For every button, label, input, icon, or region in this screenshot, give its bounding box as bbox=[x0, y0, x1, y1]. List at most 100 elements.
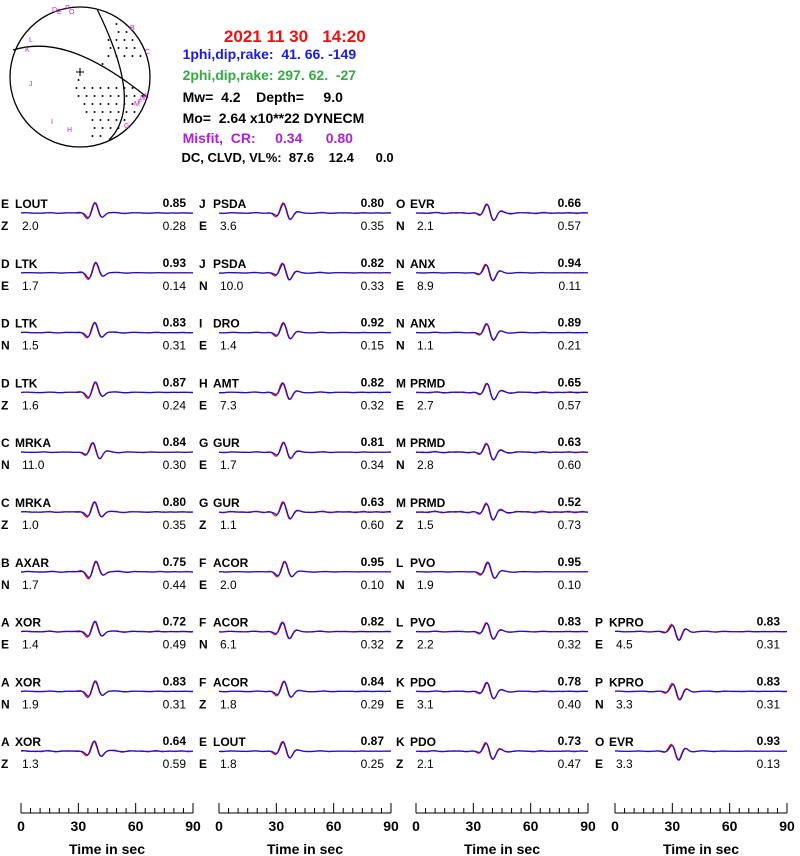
tick-label: 60 bbox=[326, 818, 342, 834]
station-label: I bbox=[51, 119, 53, 126]
station-label: C bbox=[145, 49, 150, 56]
tick-label: 0 bbox=[611, 818, 619, 834]
trace-panel: A XOR 0.72 E 1.4 0.49 bbox=[1, 615, 194, 652]
station-name: MRKA bbox=[15, 496, 51, 510]
station-name: PVO bbox=[410, 556, 435, 570]
station-index-letter: M bbox=[396, 496, 406, 510]
trace-panel: B AXAR 0.75 N 1.7 0.44 bbox=[1, 555, 194, 592]
correlation-value: 0.83 bbox=[163, 316, 187, 330]
component-label: E bbox=[595, 638, 603, 652]
variance-value: 0.21 bbox=[558, 339, 582, 353]
station-index-letter: F bbox=[199, 556, 206, 570]
variance-value: 0.44 bbox=[163, 578, 187, 592]
synthetic-trace bbox=[21, 501, 193, 518]
dot bbox=[77, 95, 80, 97]
station-index-letter: L bbox=[396, 556, 403, 570]
time-shift-value: 11.0 bbox=[22, 458, 45, 472]
dot bbox=[107, 39, 110, 41]
time-shift-value: 1.7 bbox=[22, 578, 39, 592]
time-shift-value: 1.1 bbox=[220, 518, 237, 532]
station-name: ACOR bbox=[213, 556, 249, 570]
station-index-letter: K bbox=[396, 675, 405, 689]
tick-label: 30 bbox=[665, 818, 681, 834]
variance-value: 0.13 bbox=[757, 757, 781, 771]
station-name: GUR bbox=[213, 436, 240, 450]
variance-value: 0.33 bbox=[361, 279, 385, 293]
synthetic-trace bbox=[416, 264, 588, 282]
magnitude-line: Mw= 4.2 Depth= 9.0 bbox=[182, 89, 343, 105]
tick-label: 60 bbox=[128, 818, 144, 834]
variance-value: 0.31 bbox=[757, 638, 781, 652]
component-label: Z bbox=[199, 697, 206, 711]
variance-value: 0.32 bbox=[558, 638, 582, 652]
axis-label: Time in sec bbox=[464, 841, 540, 856]
dot bbox=[101, 95, 104, 97]
station-index-letter: J bbox=[199, 197, 206, 211]
correlation-value: 0.85 bbox=[163, 196, 187, 210]
station-name: EVR bbox=[410, 197, 435, 211]
plane1-line: 1phi,dip,rake: 41. 66. -149 bbox=[182, 46, 357, 62]
time-axis: 0 30 60 90 Time in sec bbox=[611, 803, 795, 856]
variance-value: 0.31 bbox=[163, 339, 187, 353]
component-label: N bbox=[396, 339, 405, 353]
dot bbox=[85, 95, 88, 97]
dot bbox=[107, 87, 110, 89]
synthetic-trace bbox=[615, 624, 787, 642]
trace-panel: F ACOR 0.95 E 2.0 0.10 bbox=[199, 555, 392, 592]
correlation-value: 0.75 bbox=[163, 555, 187, 569]
dot bbox=[93, 95, 96, 97]
station-name: LTK bbox=[15, 257, 38, 271]
beachball-outline bbox=[9, 6, 151, 148]
dot bbox=[109, 111, 112, 113]
variance-value: 0.10 bbox=[558, 578, 582, 592]
variance-value: 0.32 bbox=[361, 638, 385, 652]
time-shift-value: 7.3 bbox=[220, 398, 237, 412]
trace-panel: E LOUT 0.85 Z 2.0 0.28 bbox=[1, 196, 193, 233]
station-label: M bbox=[134, 101, 140, 108]
component-label: E bbox=[199, 578, 207, 592]
synthetic-trace bbox=[21, 261, 193, 279]
correlation-value: 0.93 bbox=[163, 256, 187, 270]
correlation-value: 0.82 bbox=[361, 615, 385, 629]
station-name: LTK bbox=[15, 317, 38, 331]
time-shift-value: 2.0 bbox=[220, 578, 237, 592]
dot bbox=[99, 103, 102, 105]
dot bbox=[125, 95, 128, 97]
correlation-value: 0.87 bbox=[361, 734, 385, 748]
station-index-letter: A bbox=[1, 735, 10, 749]
station-index-letter: G bbox=[199, 436, 208, 450]
trace-panel: F ACOR 0.84 Z 1.8 0.29 bbox=[199, 674, 391, 711]
component-label: Z bbox=[396, 518, 403, 532]
station-label: P bbox=[65, 5, 70, 12]
time-shift-value: 3.6 bbox=[220, 219, 237, 233]
correlation-value: 0.95 bbox=[361, 555, 385, 569]
station-name: ANX bbox=[410, 317, 435, 331]
station-name: MRKA bbox=[15, 436, 51, 450]
dot bbox=[123, 55, 126, 57]
time-shift-value: 2.7 bbox=[417, 398, 434, 412]
trace-panel: O EVR 0.93 E 3.3 0.13 bbox=[595, 734, 787, 771]
correlation-value: 0.73 bbox=[558, 734, 582, 748]
dot bbox=[131, 103, 134, 105]
dot bbox=[125, 31, 128, 33]
station-index-letter: G bbox=[199, 496, 208, 510]
trace-panel: H AMT 0.82 E 7.3 0.32 bbox=[199, 375, 392, 412]
station-name: XOR bbox=[15, 675, 41, 689]
component-label: N bbox=[396, 219, 405, 233]
variance-value: 0.60 bbox=[558, 458, 582, 472]
dot bbox=[117, 47, 120, 49]
synthetic-trace bbox=[219, 741, 391, 759]
station-index-letter: C bbox=[1, 436, 10, 450]
station-name: EVR bbox=[609, 735, 634, 749]
dot bbox=[109, 127, 112, 129]
time-shift-value: 2.1 bbox=[417, 757, 434, 771]
correlation-value: 0.78 bbox=[558, 674, 582, 688]
station-index-letter: L bbox=[396, 616, 403, 630]
synthetic-trace bbox=[20, 381, 193, 399]
trace-panel: J PSDA 0.82 N 10.0 0.33 bbox=[199, 256, 392, 293]
time-shift-value: 1.9 bbox=[22, 697, 39, 711]
misfit-line: Misfit, CR: 0.34 0.80 bbox=[182, 130, 353, 146]
trace-panel: P KPRO 0.83 N 3.3 0.31 bbox=[595, 674, 788, 711]
synthetic-trace bbox=[416, 323, 588, 341]
